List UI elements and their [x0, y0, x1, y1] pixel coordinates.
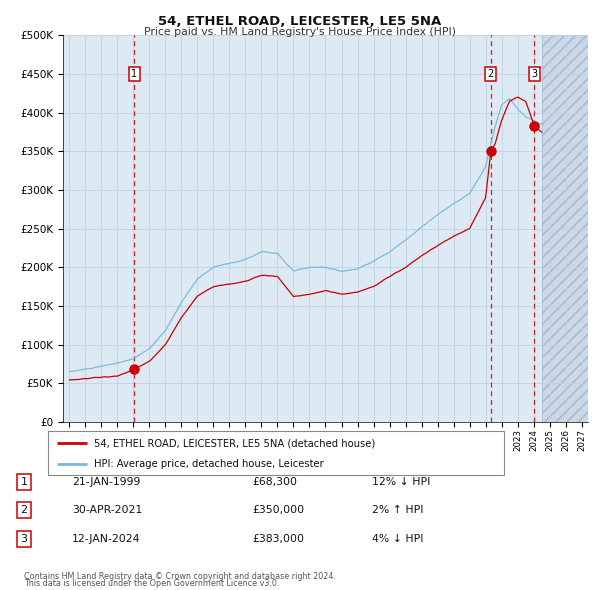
- Text: 4% ↓ HPI: 4% ↓ HPI: [372, 534, 424, 543]
- Text: 1: 1: [131, 69, 137, 79]
- Text: 3: 3: [20, 534, 28, 543]
- Text: This data is licensed under the Open Government Licence v3.0.: This data is licensed under the Open Gov…: [24, 579, 280, 588]
- Text: 12-JAN-2024: 12-JAN-2024: [72, 534, 140, 543]
- Text: 12% ↓ HPI: 12% ↓ HPI: [372, 477, 430, 487]
- Text: 21-JAN-1999: 21-JAN-1999: [72, 477, 140, 487]
- Text: £68,300: £68,300: [252, 477, 297, 487]
- Text: 2: 2: [488, 69, 494, 79]
- Text: 30-APR-2021: 30-APR-2021: [72, 506, 142, 515]
- Text: 2% ↑ HPI: 2% ↑ HPI: [372, 506, 424, 515]
- Text: 54, ETHEL ROAD, LEICESTER, LE5 5NA (detached house): 54, ETHEL ROAD, LEICESTER, LE5 5NA (deta…: [94, 438, 375, 448]
- Text: 1: 1: [20, 477, 28, 487]
- Bar: [542, 35, 600, 422]
- Text: 54, ETHEL ROAD, LEICESTER, LE5 5NA: 54, ETHEL ROAD, LEICESTER, LE5 5NA: [158, 15, 442, 28]
- Text: Price paid vs. HM Land Registry's House Price Index (HPI): Price paid vs. HM Land Registry's House …: [144, 27, 456, 37]
- Text: HPI: Average price, detached house, Leicester: HPI: Average price, detached house, Leic…: [94, 459, 323, 469]
- Text: £350,000: £350,000: [252, 506, 304, 515]
- FancyBboxPatch shape: [48, 431, 504, 475]
- Bar: [542, 35, 600, 422]
- Text: 2: 2: [20, 506, 28, 515]
- Text: Contains HM Land Registry data © Crown copyright and database right 2024.: Contains HM Land Registry data © Crown c…: [24, 572, 336, 581]
- Text: £383,000: £383,000: [252, 534, 304, 543]
- Text: 3: 3: [531, 69, 537, 79]
